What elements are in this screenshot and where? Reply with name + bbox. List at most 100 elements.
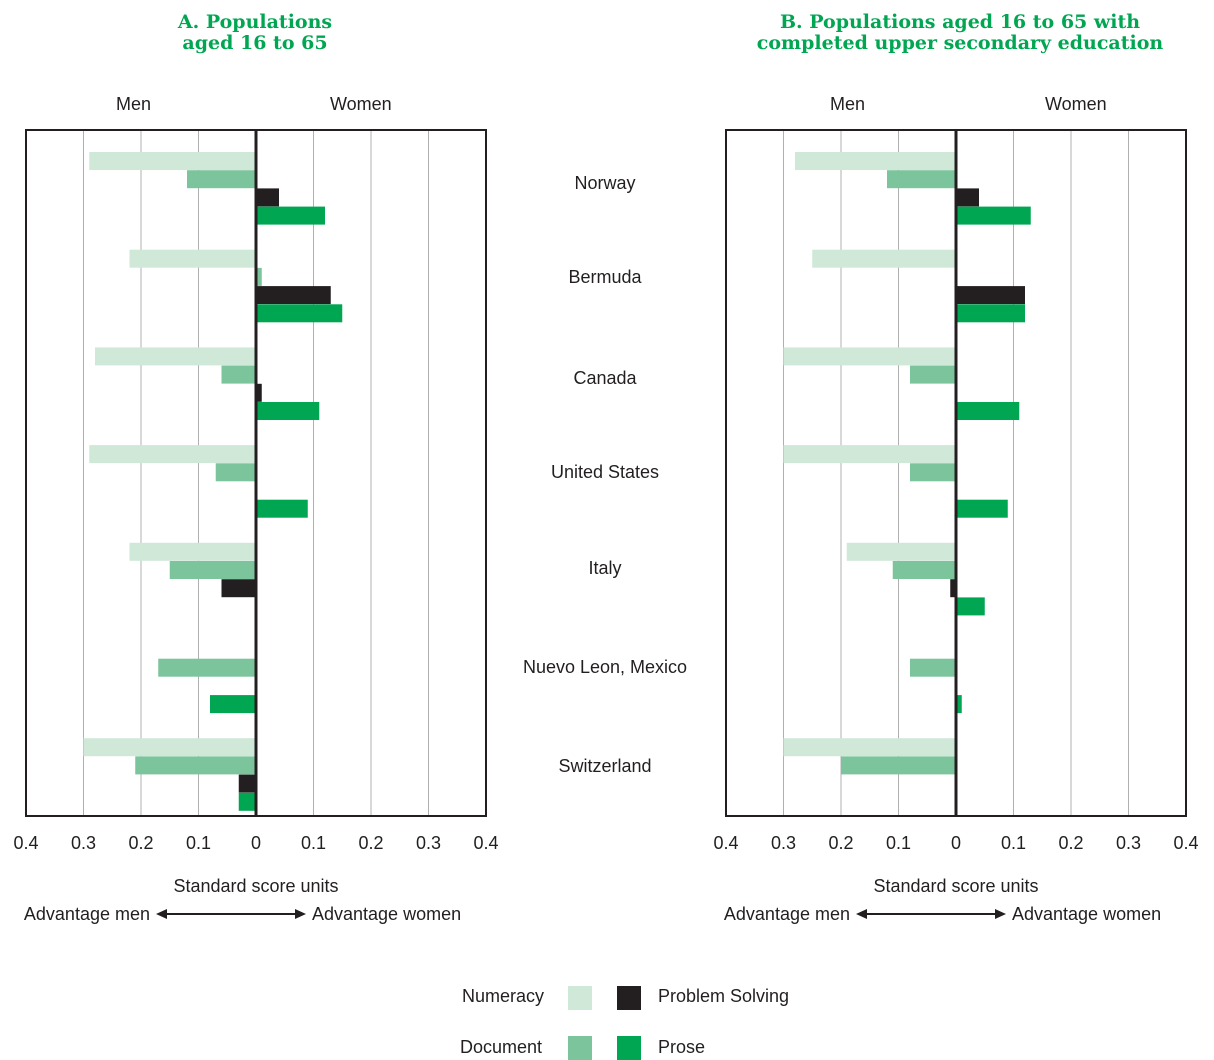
country-label: Switzerland: [558, 756, 652, 776]
panel-b-title: B. Populations aged 16 to 65 with comple…: [700, 12, 1214, 54]
panel-a-bar-problem-solving-6: [238, 774, 256, 793]
panel-b-bar-document-3: [910, 463, 956, 482]
panel-a-advantage-women: Advantage women: [312, 904, 461, 924]
panel-b-tick-label: 0.2: [1058, 833, 1083, 853]
panel-b-tick-label: 0.3: [1116, 833, 1141, 853]
panel-b-tick-label: 0.3: [771, 833, 796, 853]
panel-a-tick-label: 0.3: [416, 833, 441, 853]
panel-a-bar-document-4: [169, 561, 256, 579]
panel-b-tick-label: 0.1: [1001, 833, 1026, 853]
panel-a-bar-problem-solving-2: [256, 383, 262, 402]
panel-b-bar-prose-3: [956, 499, 1008, 518]
panel-b-bar-document-4: [892, 561, 956, 579]
panel-a-bar-prose-5: [210, 695, 256, 714]
country-label: Italy: [588, 558, 622, 578]
panel-a-bar-document-2: [221, 365, 256, 384]
panel-a-tick-label: 0.4: [473, 833, 498, 853]
panel-a-tick-label: 0.1: [301, 833, 326, 853]
legend-numeracy-swatch: [568, 986, 592, 1010]
panel-b-bar-numeracy-3: [783, 445, 956, 464]
panel-b-bar-document-0: [887, 170, 956, 189]
country-label: Nuevo Leon, Mexico: [522, 657, 688, 677]
panel-a-bar-problem-solving-0: [256, 188, 279, 207]
panel-a-bar-document-5: [158, 658, 256, 677]
panel-a-tick-label: 0.2: [128, 833, 153, 853]
panel-b-bar-problem-solving-1: [956, 286, 1025, 305]
panel-a-bar-document-1: [256, 267, 262, 286]
panel-a-title: A. Populations aged 16 to 65: [40, 12, 470, 54]
legend-document-swatch: [568, 1036, 592, 1060]
legend-prose-swatch: [617, 1036, 641, 1060]
panel-b-men-header: Men: [830, 94, 866, 114]
panel-a-bar-numeracy-0: [89, 152, 256, 170]
panel-a-women-header: Women: [330, 94, 392, 114]
panel-a-bar-problem-solving-4: [221, 579, 256, 598]
panel-a-arrowhead-left: [156, 909, 167, 919]
legend-numeracy-label: Numeracy: [462, 986, 545, 1006]
panel-b-axis-title: Standard score units: [873, 876, 1038, 896]
panel-b-chart: 0.4 0.3 0.2 0.1 0 0.1 0.2 0.3 0.4 Standard score …: [713, 129, 1199, 924]
panel-a-bar-prose-6: [238, 792, 256, 811]
panel-a-arrowhead-right: [295, 909, 306, 919]
panel-a-bar-problem-solving-1: [256, 286, 331, 305]
panel-b-tick-label: 0: [951, 833, 961, 853]
panel-b-bar-problem-solving-0: [956, 188, 979, 207]
panel-a-bar-prose-1: [256, 304, 343, 323]
panel-b-title-line1: B. Populations aged 16 to 65 with: [779, 11, 1141, 33]
panel-b-women-header: Women: [1045, 94, 1107, 114]
panel-b-bar-document-2: [910, 365, 956, 384]
panel-a-bar-document-0: [187, 170, 256, 189]
panel-b-title-line2: completed upper secondary education: [756, 32, 1164, 54]
panel-b-bar-prose-5: [956, 695, 962, 714]
country-label: United States: [550, 462, 660, 482]
panel-a-advantage-men: Advantage men: [24, 904, 150, 924]
panel-b-advantage-women: Advantage women: [1012, 904, 1161, 924]
panel-a-men-header: Men: [116, 94, 152, 114]
panel-b-bar-prose-1: [956, 304, 1025, 323]
panel-b-bar-document-5: [910, 658, 956, 677]
legend-problem-solving-label: Problem Solving: [658, 986, 790, 1006]
panel-b-advantage-men: Advantage men: [724, 904, 850, 924]
panel-b-bar-numeracy-4: [846, 542, 956, 561]
panel-a-tick-label: 0.2: [358, 833, 383, 853]
panel-a-title-line2: aged 16 to 65: [182, 32, 328, 54]
legend-problem-solving-swatch: [617, 986, 641, 1010]
panel-b-bar-prose-2: [956, 402, 1020, 420]
panel-a-title-line1: A. Populations: [177, 11, 333, 33]
panel-a-tick-label: 0.3: [71, 833, 96, 853]
panel-a-bar-prose-3: [256, 499, 308, 518]
panel-b-bar-numeracy-2: [783, 347, 956, 366]
panel-b-arrowhead-left: [856, 909, 867, 919]
panel-b-tick-label: 0.2: [828, 833, 853, 853]
country-label: Norway: [574, 173, 636, 193]
panel-b-bar-problem-solving-4: [950, 579, 956, 598]
panel-a-bar-document-3: [215, 463, 256, 482]
panel-a-axis-title: Standard score units: [173, 876, 338, 896]
panel-b-bar-numeracy-6: [783, 738, 956, 757]
panel-b-bar-prose-4: [956, 597, 985, 616]
panel-a-bar-numeracy-4: [129, 542, 256, 561]
panel-a-tick-label: 0: [251, 833, 261, 853]
panel-a-bar-numeracy-3: [89, 445, 256, 464]
panel-a-bar-document-6: [135, 756, 256, 775]
panel-a-chart: 0.4 0.3 0.2 0.1 0 0.1 0.2 0.3 0.4 Standard score …: [13, 129, 499, 924]
panel-a-bar-numeracy-1: [129, 249, 256, 268]
panel-b-tick-label: 0.1: [886, 833, 911, 853]
panel-a-bar-prose-0: [256, 206, 325, 225]
panel-a-tick-label: 0.4: [13, 833, 38, 853]
panel-a-bar-numeracy-2: [95, 347, 256, 366]
panel-b-bar-numeracy-0: [795, 152, 956, 170]
panel-b-bar-prose-0: [956, 206, 1031, 225]
panel-b-tick-label: 0.4: [713, 833, 738, 853]
panel-a-bar-prose-2: [256, 402, 320, 420]
panel-b-arrowhead-right: [995, 909, 1006, 919]
legend-document-label: Document: [460, 1037, 543, 1057]
panel-b-bar-numeracy-1: [812, 249, 956, 268]
panel-b-tick-label: 0.4: [1173, 833, 1198, 853]
country-label: Bermuda: [568, 267, 642, 287]
panel-a-bar-numeracy-6: [83, 738, 256, 757]
legend-prose-label: Prose: [658, 1037, 706, 1057]
panel-a-tick-label: 0.1: [186, 833, 211, 853]
panel-b-bar-document-6: [841, 756, 956, 775]
